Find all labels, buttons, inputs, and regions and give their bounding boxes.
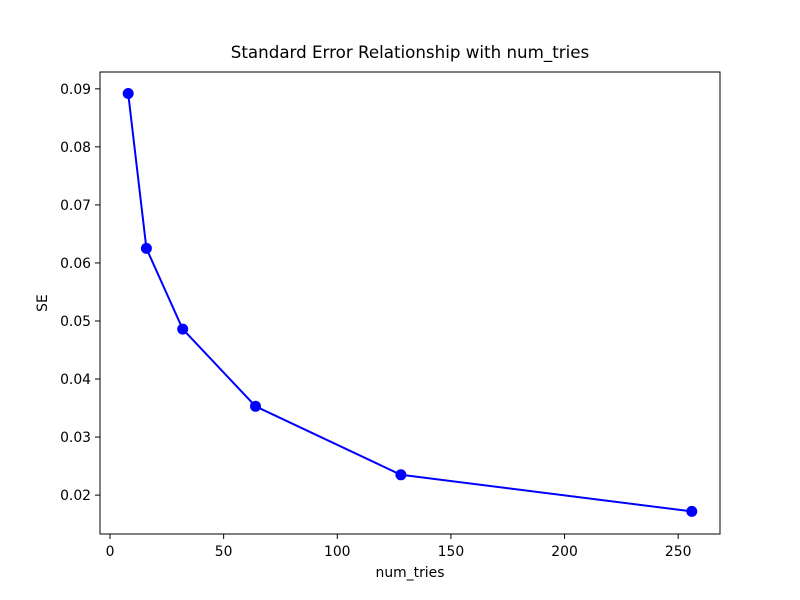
chart-title: Standard Error Relationship with num_tri…: [231, 42, 589, 63]
y-tick-label: 0.09: [60, 82, 91, 98]
y-tick-label: 0.06: [60, 256, 91, 272]
data-points: [122, 88, 698, 517]
data-point: [140, 242, 152, 254]
x-axis-label: num_tries: [376, 565, 445, 581]
data-line: [127, 92, 693, 513]
x-tick-label: 0: [106, 544, 115, 560]
y-tick-label: 0.08: [60, 140, 91, 156]
x-tick-label: 150: [438, 544, 465, 560]
data-point: [250, 400, 261, 412]
x-tick-label: 50: [215, 544, 233, 560]
data-point: [177, 323, 189, 335]
data-point: [395, 469, 407, 481]
y-axis-label: SE: [35, 294, 51, 312]
y-tick-label: 0.03: [60, 430, 91, 446]
x-tick-label: 100: [324, 544, 351, 560]
data-point: [122, 88, 134, 99]
y-tick-label: 0.07: [60, 198, 91, 214]
x-tick-label: 250: [665, 544, 692, 560]
y-tick-label: 0.05: [60, 314, 91, 330]
x-axis-ticks: 0 50 100 150 200 250: [106, 534, 692, 560]
data-point: [686, 505, 698, 517]
y-axis-ticks: 0.02 0.03 0.04 0.05 0.06 0.07 0.08 0.09: [60, 82, 100, 504]
y-tick-label: 0.02: [60, 488, 91, 504]
y-tick-label: 0.04: [60, 372, 91, 388]
plot-area: [99, 71, 721, 535]
x-tick-label: 200: [551, 544, 578, 560]
